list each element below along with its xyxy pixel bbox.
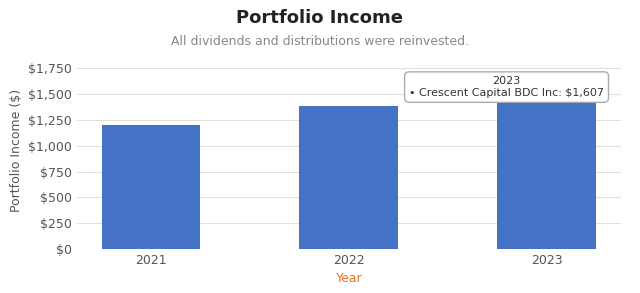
Y-axis label: Portfolio Income ($): Portfolio Income ($) xyxy=(10,89,22,212)
Bar xyxy=(300,106,398,249)
Text: Portfolio Income: Portfolio Income xyxy=(237,9,403,27)
Text: 2023
• Crescent Capital BDC Inc: $1,607: 2023 • Crescent Capital BDC Inc: $1,607 xyxy=(409,76,604,98)
X-axis label: Year: Year xyxy=(335,272,362,285)
Bar xyxy=(102,125,200,249)
Text: All dividends and distributions were reinvested.: All dividends and distributions were rei… xyxy=(171,35,469,48)
Bar xyxy=(497,83,596,249)
